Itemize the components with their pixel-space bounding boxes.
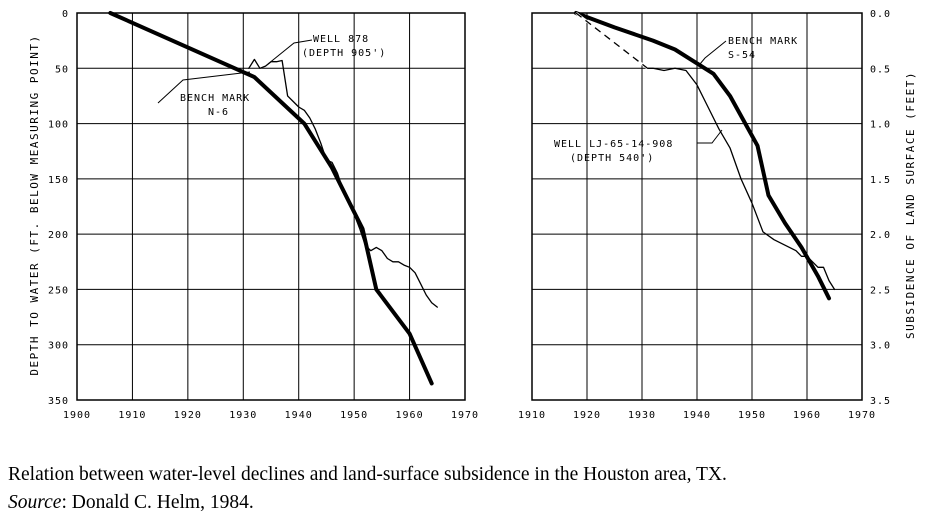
right-chart-panel: 1910 1920 1930 1940 1950 1960 1970 0.0 0.5 1.0 1.5… bbox=[518, 9, 891, 421]
left-y-tick-label: 100 bbox=[48, 120, 69, 131]
left-y-tick-label: 300 bbox=[48, 341, 69, 352]
right-y-axis-label: SUBSIDENCE OF LAND SURFACE (FEET) bbox=[904, 71, 917, 339]
left-x-tick-label: 1920 bbox=[174, 410, 202, 421]
right-y-tick-label: 2.0 bbox=[870, 230, 891, 241]
annotation-bench-mark-s54-line2: S-54 bbox=[728, 50, 756, 61]
left-x-tick-label: 1900 bbox=[63, 410, 91, 421]
annotation-well-878-line2: (DEPTH 905') bbox=[302, 48, 386, 59]
caption-source: Source: Donald C. Helm, 1984. bbox=[8, 489, 923, 517]
left-series-bench-mark-n-6 bbox=[108, 11, 434, 386]
figure-caption: Relation between water-level declines an… bbox=[8, 461, 923, 517]
left-y-tick-label: 50 bbox=[55, 64, 69, 75]
right-y-tick-label: 0.0 bbox=[870, 9, 891, 20]
right-x-tick-label: 1970 bbox=[848, 410, 876, 421]
right-series-well-lj-65-14-908-depth-540 bbox=[575, 12, 836, 291]
left-x-tick-label: 1960 bbox=[396, 410, 424, 421]
annotation-well-878: WELL 878 (DEPTH 905') bbox=[267, 34, 386, 65]
left-plot-frame bbox=[76, 12, 466, 401]
right-y-tick-label: 3.0 bbox=[870, 341, 891, 352]
right-plot-frame bbox=[531, 12, 863, 401]
right-y-tick-label: 1.0 bbox=[870, 120, 891, 131]
annotation-bench-mark-s54-line1: BENCH MARK bbox=[728, 36, 798, 47]
right-x-tick-label: 1940 bbox=[683, 410, 711, 421]
caption-source-label: Source bbox=[8, 492, 62, 513]
left-y-tick-label: 150 bbox=[48, 175, 69, 186]
right-x-tick-label: 1930 bbox=[628, 410, 656, 421]
figure-svg: 1900 1910 1920 1930 1940 1950 1960 1970 0 50 100 15… bbox=[28, 9, 917, 421]
right-x-tick-label: 1960 bbox=[793, 410, 821, 421]
left-y-tick-label: 200 bbox=[48, 230, 69, 241]
left-y-axis-label: DEPTH TO WATER (FT. BELOW MEASURING POIN… bbox=[28, 34, 41, 375]
left-x-tick-label: 1970 bbox=[451, 410, 479, 421]
left-series-well-878-depth-905 bbox=[248, 58, 438, 308]
right-y-tick-label: 2.5 bbox=[870, 285, 891, 296]
left-y-tick-label: 0 bbox=[62, 9, 69, 20]
annotation-bench-mark-s54: BENCH MARK S-54 bbox=[699, 36, 798, 65]
right-x-tick-label: 1910 bbox=[518, 410, 546, 421]
annotation-bench-mark-s54-leader bbox=[699, 40, 727, 65]
annotation-bench-mark-n6-line2: N-6 bbox=[208, 107, 229, 118]
right-x-tick-label: 1920 bbox=[573, 410, 601, 421]
left-x-tick-label: 1910 bbox=[118, 410, 146, 421]
annotation-well-lj-line2: (DEPTH 540') bbox=[570, 153, 654, 164]
annotation-bench-mark-n6-line1: BENCH MARK bbox=[180, 93, 250, 104]
left-chart-panel: 1900 1910 1920 1930 1940 1950 1960 1970 0 50 100 15… bbox=[48, 9, 479, 421]
annotation-well-lj-leader bbox=[697, 129, 723, 144]
right-y-tick-label: 3.5 bbox=[870, 396, 891, 407]
right-series-bench-mark-s-54 bbox=[574, 11, 831, 301]
right-x-tick-label: 1950 bbox=[738, 410, 766, 421]
left-y-tick-label: 350 bbox=[48, 396, 69, 407]
annotation-bench-mark-n6-leader bbox=[157, 71, 251, 104]
annotation-bench-mark-n6: BENCH MARK N-6 bbox=[157, 71, 251, 118]
annotation-well-878-line1: WELL 878 bbox=[313, 34, 369, 45]
left-y-tick-label: 250 bbox=[48, 285, 69, 296]
left-x-tick-label: 1940 bbox=[285, 410, 313, 421]
annotation-well-lj: WELL LJ-65-14-908 (DEPTH 540') bbox=[554, 129, 723, 164]
left-x-tick-label: 1930 bbox=[229, 410, 257, 421]
caption-line: Relation between water-level declines an… bbox=[8, 464, 727, 485]
right-y-tick-label: 0.5 bbox=[870, 64, 891, 75]
annotation-well-lj-line1: WELL LJ-65-14-908 bbox=[554, 139, 673, 150]
left-x-tick-label: 1950 bbox=[340, 410, 368, 421]
right-y-tick-label: 1.5 bbox=[870, 175, 891, 186]
right-well-early-segment-dashed bbox=[575, 12, 648, 69]
annotation-well-878-leader bbox=[267, 39, 313, 65]
caption-source-text: : Donald C. Helm, 1984. bbox=[61, 492, 254, 513]
